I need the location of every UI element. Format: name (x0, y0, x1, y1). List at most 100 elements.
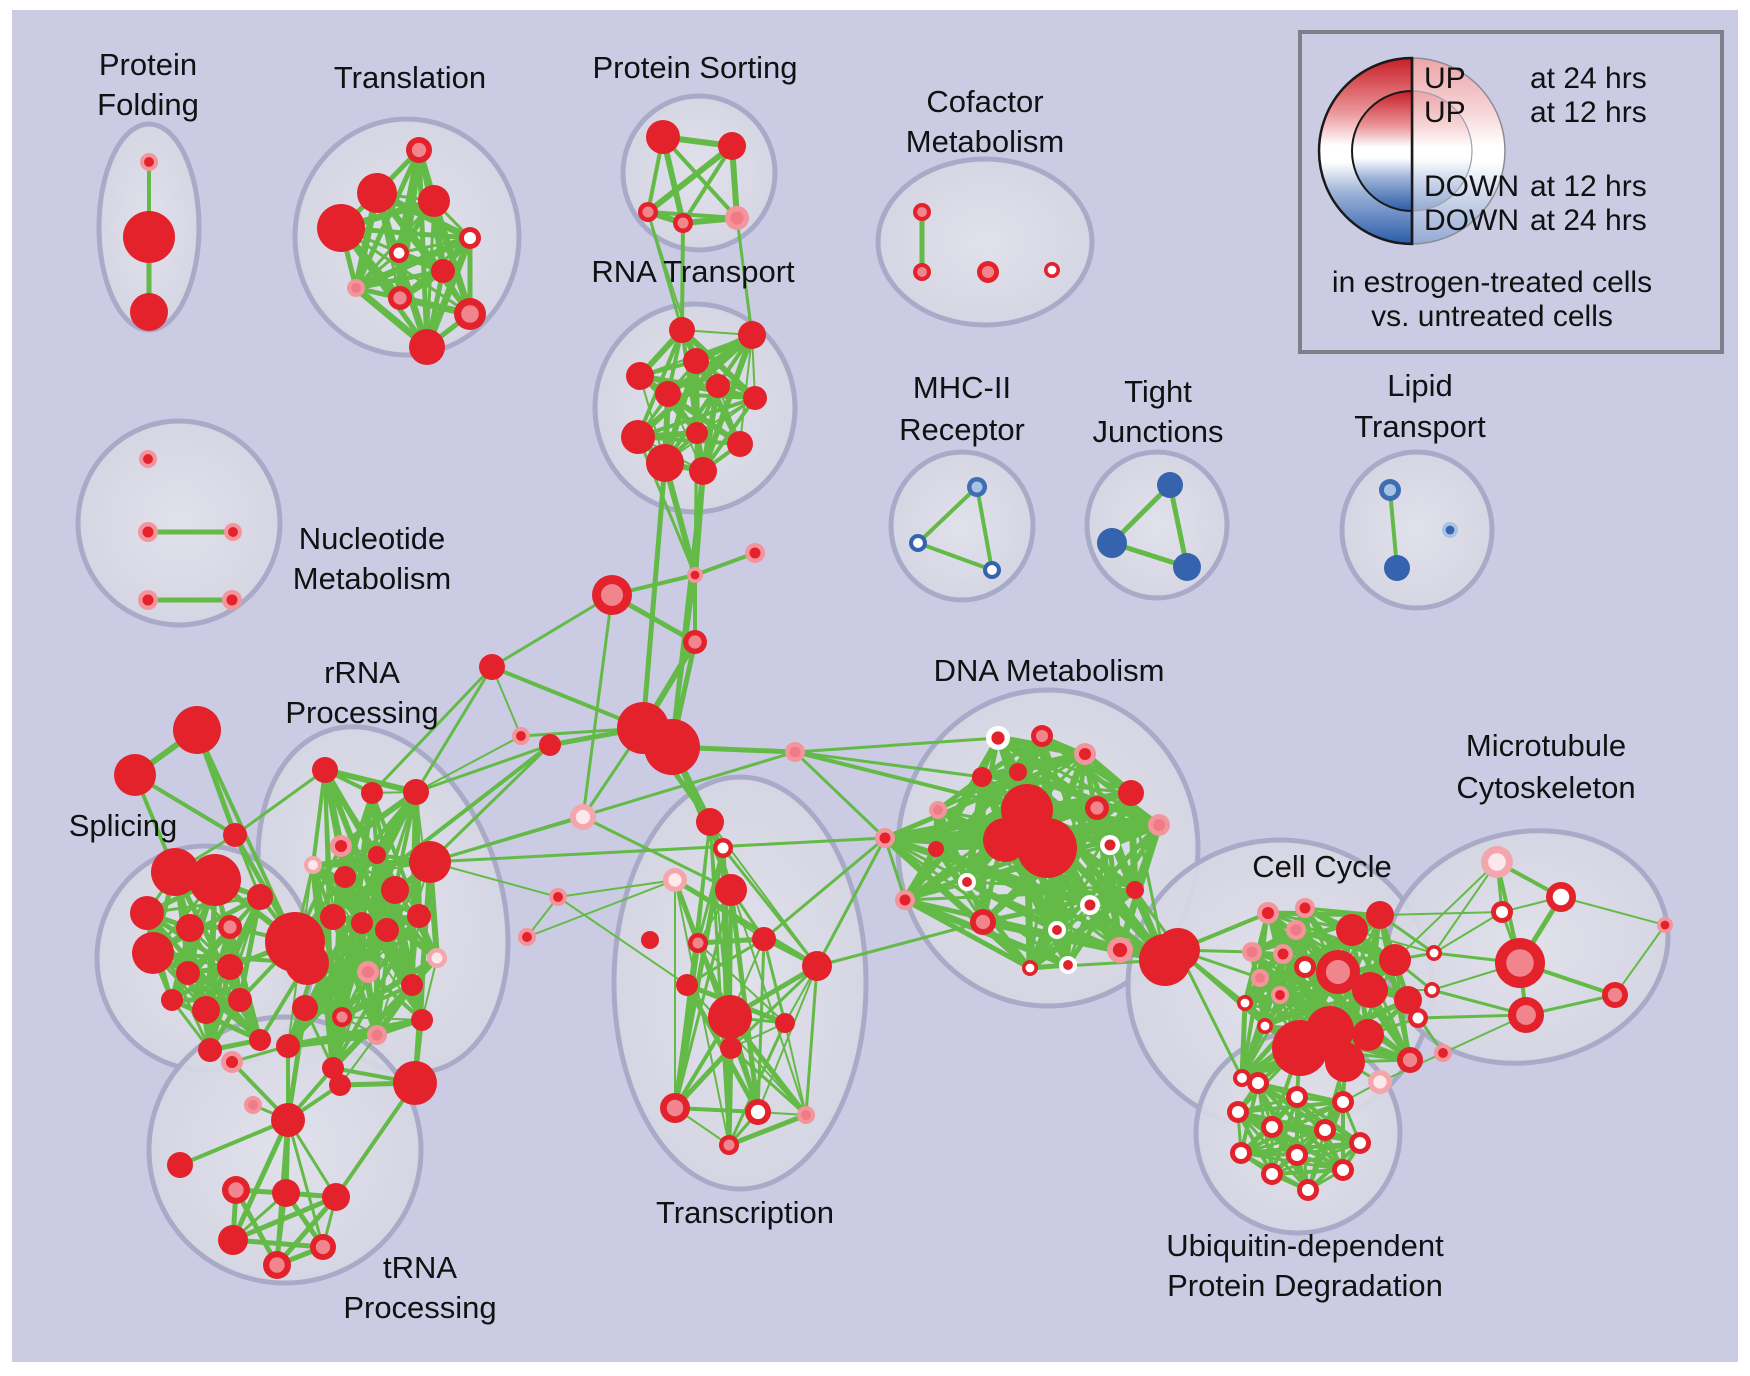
cluster-label-protein-sorting: Protein Sorting (592, 50, 797, 85)
node (217, 954, 243, 980)
figure-part (1353, 1136, 1367, 1150)
figure-part (418, 185, 450, 217)
node (1397, 1047, 1423, 1073)
legend-time-label: at 12 hrs (1530, 96, 1647, 129)
node (1352, 972, 1388, 1008)
node (1332, 1091, 1354, 1113)
figure-part (626, 362, 654, 390)
node (1316, 950, 1360, 994)
figure-part (1394, 986, 1422, 1014)
figure-part (676, 974, 698, 996)
figure-part (393, 247, 405, 259)
figure-part (1009, 763, 1027, 781)
node (1336, 914, 1368, 946)
node (688, 933, 708, 953)
edge (916, 485, 979, 545)
figure-part (1097, 528, 1127, 558)
edge (645, 143, 735, 215)
cluster-label-microtubule-cytoskeleton: Microtubule (1466, 728, 1626, 763)
node (176, 914, 204, 942)
figure-part (1047, 265, 1057, 275)
cluster-label-trna-processing: tRNA (383, 1250, 457, 1285)
node (409, 329, 445, 365)
edge (735, 216, 754, 337)
edge (274, 1194, 339, 1268)
figure-part (717, 842, 729, 854)
edge (581, 815, 733, 892)
edge (784, 1022, 807, 1116)
node (272, 1179, 300, 1207)
legend-direction-label: UP (1424, 96, 1466, 129)
node (276, 1034, 300, 1058)
figure-part (621, 420, 655, 454)
edge (429, 861, 559, 898)
figure-part (317, 204, 365, 252)
edge (1014, 768, 1163, 829)
node (401, 974, 423, 996)
figure-part (644, 719, 700, 775)
node (389, 243, 409, 263)
edge (581, 593, 614, 819)
figure-part (1306, 1006, 1354, 1054)
node (357, 173, 397, 213)
edge (366, 970, 424, 1022)
node (388, 286, 412, 310)
edge (700, 332, 755, 474)
figure-part (1265, 1120, 1279, 1134)
figure-part (730, 211, 744, 225)
figure-part (123, 211, 175, 263)
figure-part (1261, 906, 1275, 920)
figure-part (677, 217, 689, 229)
edge (352, 234, 474, 292)
edge (340, 983, 414, 1019)
edge (330, 914, 380, 1038)
figure-part (1052, 925, 1062, 935)
node (218, 915, 242, 939)
node (725, 206, 749, 230)
figure-part (913, 538, 923, 548)
figure-part (226, 594, 238, 606)
node (221, 1051, 243, 1073)
figure-part (1240, 998, 1250, 1008)
figure-part (727, 431, 753, 457)
legend-footer: vs. untreated cells (1371, 300, 1613, 333)
figure-part (1429, 948, 1439, 958)
edge (285, 1017, 425, 1049)
node (972, 767, 992, 787)
figure-part (899, 894, 911, 906)
edge (230, 1117, 291, 1243)
edge (1614, 924, 1666, 996)
node (1384, 555, 1410, 581)
nodes-layer (114, 120, 1673, 1279)
figure-part (248, 1100, 258, 1110)
edge (428, 836, 887, 864)
edge (370, 665, 494, 795)
figure-part (167, 1152, 193, 1178)
figure-part (975, 914, 991, 930)
edge (1015, 769, 1113, 848)
figure-part (1260, 1021, 1270, 1031)
edge (726, 1045, 734, 1148)
edge (169, 997, 263, 1043)
node (986, 726, 1010, 750)
node (708, 995, 752, 1039)
figure-part (192, 996, 220, 1024)
figure-part (336, 1011, 348, 1023)
edge (727, 1021, 787, 1147)
edge (1394, 861, 1498, 961)
node (1261, 1116, 1283, 1138)
figure-part (1299, 902, 1311, 914)
figure-part (983, 818, 1027, 862)
edge (739, 334, 753, 445)
edge (285, 1005, 308, 1123)
edge (287, 915, 420, 1047)
figure-part (403, 779, 429, 805)
node (138, 590, 158, 610)
edge (685, 937, 766, 987)
figure-part (322, 1183, 350, 1211)
figure-part (642, 206, 654, 218)
node (802, 951, 832, 981)
figure-part (361, 782, 383, 804)
figure-part (1152, 818, 1166, 832)
figure-part (381, 876, 409, 904)
